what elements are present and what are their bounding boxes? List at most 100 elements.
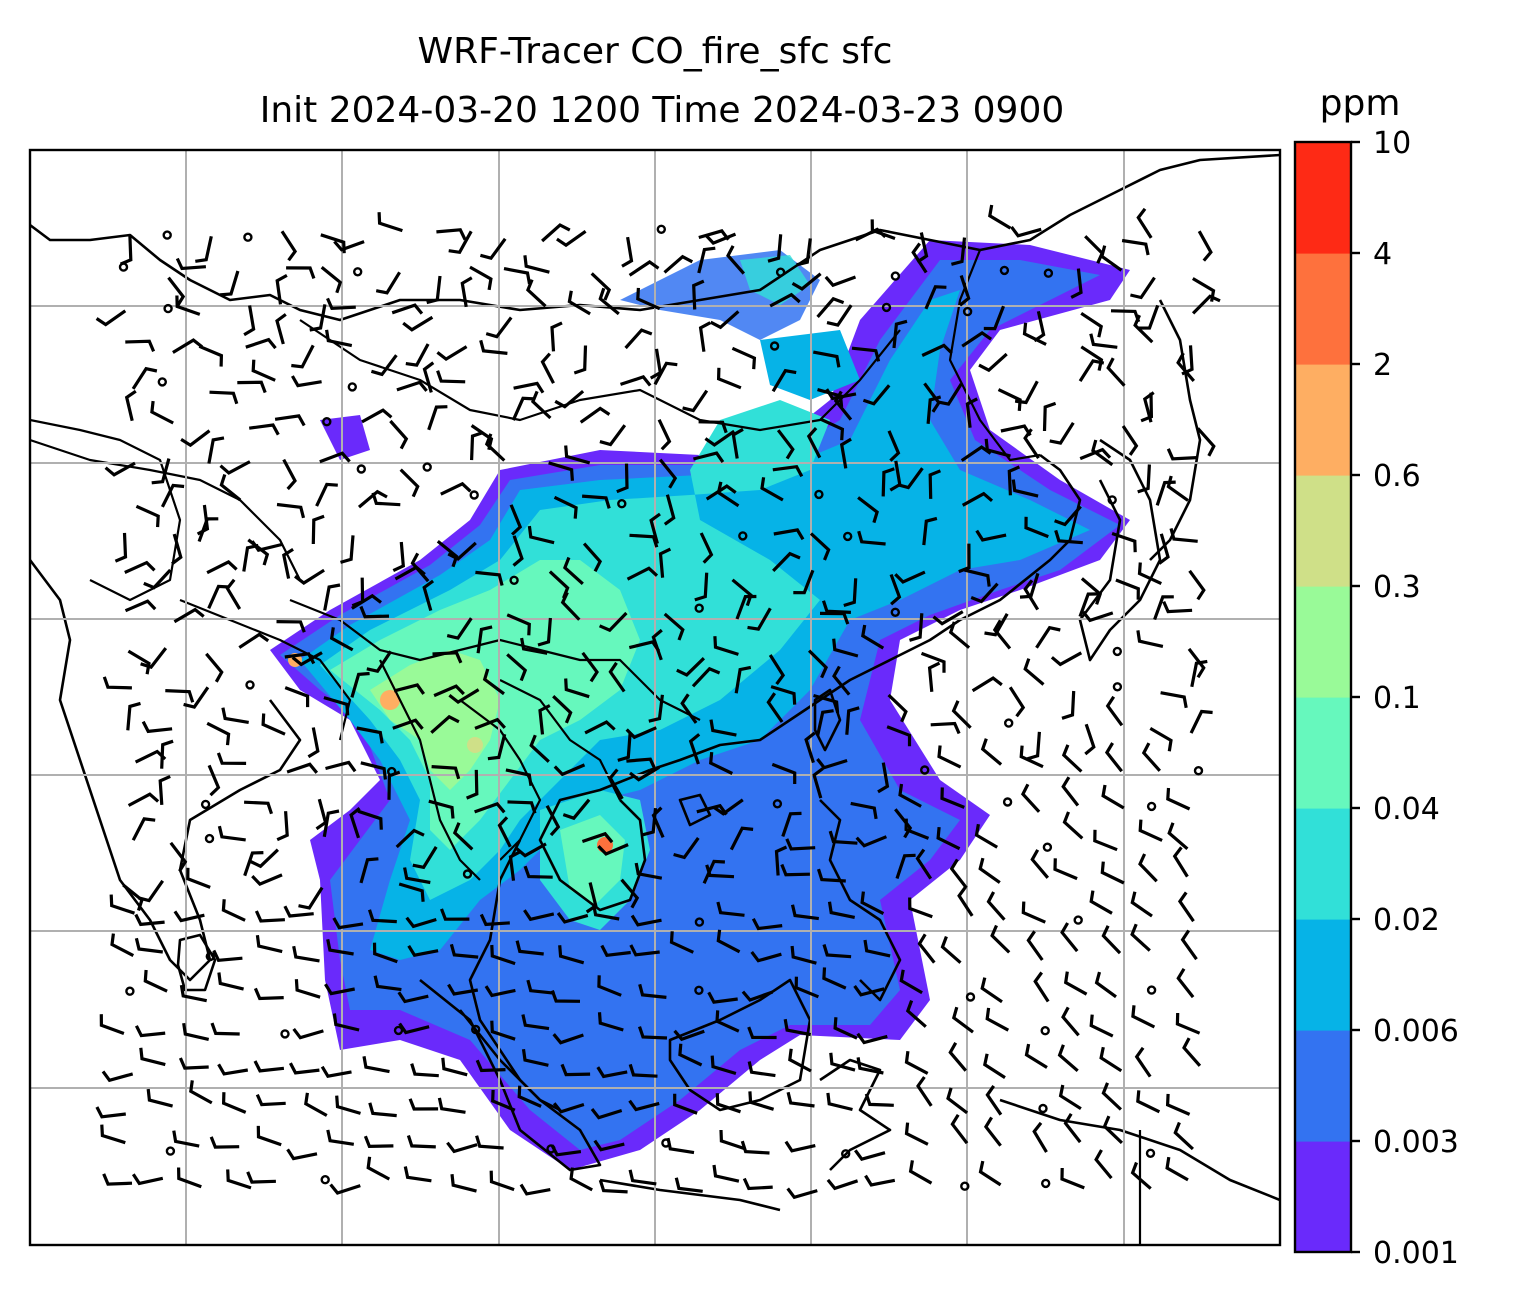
wind-barb bbox=[709, 310, 740, 330]
wind-barb bbox=[1093, 829, 1118, 852]
wind-barb bbox=[261, 713, 286, 736]
wind-barb-calm bbox=[617, 499, 627, 509]
wind-barb bbox=[141, 720, 173, 734]
wind-barb bbox=[793, 569, 815, 595]
wind-barb bbox=[256, 1125, 282, 1147]
colorbar-segment bbox=[1295, 364, 1351, 476]
wind-barb bbox=[402, 315, 434, 332]
colorbar-tick-label: 0.04 bbox=[1373, 792, 1440, 827]
wind-barb bbox=[523, 255, 550, 274]
wind-barb bbox=[1063, 1112, 1082, 1144]
wind-barb bbox=[678, 1043, 703, 1067]
wind-barb bbox=[323, 696, 350, 716]
wind-barb bbox=[791, 272, 822, 291]
wind-barb bbox=[135, 504, 160, 528]
colorbar-segment bbox=[1295, 1030, 1351, 1142]
coast-java bbox=[599, 1178, 781, 1212]
wind-barb bbox=[674, 1177, 703, 1193]
wind-barb bbox=[1169, 527, 1198, 543]
wind-barb bbox=[562, 798, 591, 821]
wind-barb bbox=[449, 943, 479, 959]
wind-barb bbox=[485, 316, 513, 339]
wind-barb bbox=[219, 474, 242, 502]
wind-barb bbox=[657, 419, 672, 451]
wind-barb bbox=[729, 826, 754, 851]
wind-barb bbox=[713, 798, 744, 816]
wind-barb bbox=[916, 232, 929, 264]
wind-barb bbox=[926, 395, 942, 424]
wind-barb bbox=[1133, 314, 1154, 344]
wind-barb bbox=[1134, 1046, 1152, 1078]
wind-barb bbox=[360, 761, 387, 780]
wind-barb bbox=[446, 1141, 478, 1154]
wind-barb bbox=[315, 482, 338, 507]
wind-barb bbox=[450, 1174, 477, 1193]
wind-barb bbox=[794, 976, 820, 999]
wind-barb-calm bbox=[881, 302, 892, 313]
wind-barb bbox=[663, 612, 685, 641]
wind-barb bbox=[1149, 727, 1173, 752]
wind-barb bbox=[894, 808, 913, 839]
wind-barb bbox=[930, 721, 961, 735]
colorbar-tick-label: 0.1 bbox=[1373, 681, 1421, 716]
wind-barb-calm bbox=[1040, 1178, 1051, 1189]
wind-barb-calm bbox=[1040, 1025, 1050, 1036]
wind-barb bbox=[124, 599, 157, 613]
wind-barb bbox=[470, 431, 484, 461]
wind-barb bbox=[368, 1102, 397, 1118]
wind-barb bbox=[1099, 1046, 1123, 1073]
wind-barb bbox=[280, 230, 298, 262]
wind-barb bbox=[590, 1108, 623, 1120]
wind-barb bbox=[780, 863, 810, 877]
wind-barb bbox=[1023, 658, 1045, 686]
wind-barb bbox=[567, 290, 591, 316]
wind-barb-calm bbox=[1112, 646, 1123, 657]
wind-barb bbox=[127, 792, 160, 807]
wind-barb bbox=[523, 865, 553, 879]
border-myanmar bbox=[379, 659, 481, 881]
wind-barb-calm bbox=[1073, 915, 1083, 925]
wind-barb bbox=[608, 661, 626, 693]
wind-barb bbox=[704, 232, 737, 245]
wind-barb-calm bbox=[353, 267, 363, 277]
wind-barb bbox=[1023, 428, 1040, 459]
wind-barb bbox=[936, 826, 961, 851]
wind-barb bbox=[702, 859, 725, 884]
wind-barb bbox=[137, 879, 165, 903]
wind-barb bbox=[560, 591, 581, 621]
wind-barb bbox=[626, 566, 659, 581]
wind-barb-calm bbox=[1193, 766, 1204, 776]
wind-barb bbox=[1089, 890, 1113, 915]
wind-barb bbox=[573, 345, 588, 375]
wind-barb bbox=[332, 917, 364, 930]
wind-barb bbox=[286, 1148, 318, 1161]
wind-barb bbox=[1049, 421, 1075, 445]
wind-barb bbox=[658, 458, 678, 489]
wind-barb bbox=[710, 1055, 737, 1076]
wind-barb bbox=[1011, 479, 1039, 498]
wind-barb bbox=[175, 295, 201, 316]
wind-barb bbox=[519, 1183, 551, 1196]
wind-barb bbox=[479, 237, 507, 261]
wind-barb bbox=[357, 489, 388, 509]
wind-barb bbox=[688, 733, 701, 765]
wind-barb bbox=[509, 504, 523, 536]
wind-barb bbox=[251, 873, 283, 887]
wind-barb bbox=[291, 651, 323, 667]
wind-barb bbox=[333, 240, 365, 252]
wind-barb bbox=[669, 931, 694, 954]
wind-barb bbox=[581, 494, 611, 509]
wind-barb bbox=[387, 770, 401, 800]
wind-barb bbox=[356, 726, 384, 744]
wind-barb bbox=[282, 547, 294, 579]
wind-barb bbox=[980, 977, 1003, 1004]
wind-barb bbox=[526, 979, 555, 995]
wind-barb bbox=[897, 467, 924, 490]
wind-barb bbox=[309, 304, 327, 332]
wind-barb bbox=[242, 543, 259, 572]
wind-barb bbox=[924, 285, 947, 310]
wind-barb bbox=[553, 495, 578, 519]
wind-barb bbox=[541, 223, 571, 243]
map-panel bbox=[30, 150, 1280, 1245]
wind-barb bbox=[440, 481, 472, 496]
